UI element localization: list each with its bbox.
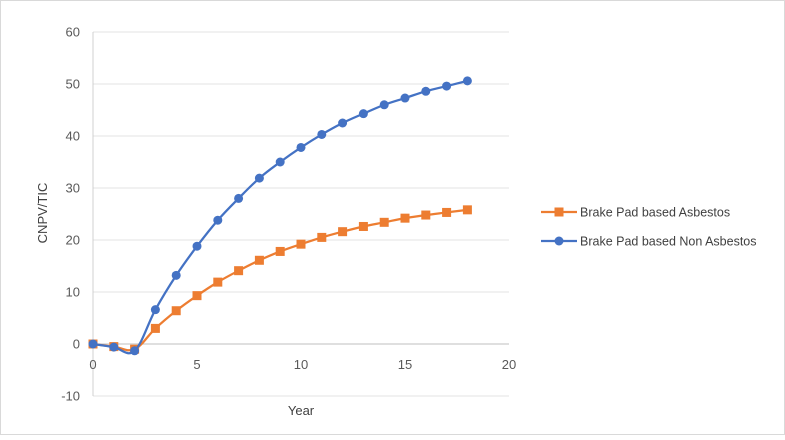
data-point	[358, 109, 368, 119]
data-point	[421, 210, 431, 220]
y-axis-title: CNPV/TIC	[35, 183, 50, 244]
data-point	[88, 339, 98, 349]
series-group	[88, 76, 472, 356]
x-tick-label: 10	[294, 357, 308, 372]
legend-marker	[554, 207, 564, 217]
data-point	[130, 346, 140, 356]
data-point	[150, 305, 160, 315]
data-point	[254, 255, 264, 265]
y-tick-label: 60	[66, 25, 80, 40]
x-tick-label: 15	[398, 357, 412, 372]
data-point	[400, 93, 410, 103]
data-point	[317, 129, 327, 139]
data-point	[213, 215, 223, 225]
legend-label: Brake Pad based Asbestos	[580, 206, 730, 220]
x-axis-title: Year	[288, 403, 315, 418]
data-point	[317, 232, 327, 242]
data-point	[296, 239, 306, 249]
data-point	[213, 277, 223, 287]
x-tick-label: 20	[502, 357, 516, 372]
data-point	[234, 266, 244, 276]
data-point	[421, 86, 431, 96]
y-tick-label: 0	[73, 337, 80, 352]
data-point	[442, 207, 452, 217]
data-point	[296, 142, 306, 152]
data-point	[338, 118, 348, 128]
data-point	[171, 306, 181, 316]
data-point	[150, 323, 160, 333]
data-point	[338, 227, 348, 237]
data-point	[192, 241, 202, 251]
data-point	[192, 291, 202, 301]
legend: Brake Pad based Asbestos Brake Pad based …	[541, 206, 757, 249]
x-tick-label: 0	[89, 357, 96, 372]
data-point	[275, 157, 285, 167]
y-tick-label: 50	[66, 77, 80, 92]
data-point	[171, 270, 181, 280]
data-point	[379, 100, 389, 110]
y-tick-label: 10	[66, 285, 80, 300]
y-tick-label: 20	[66, 233, 80, 248]
y-tick-label: -10	[61, 389, 80, 404]
data-point	[109, 342, 119, 352]
legend-marker	[554, 236, 564, 246]
data-point	[442, 81, 452, 91]
data-point	[462, 205, 472, 215]
y-tick-label: 30	[66, 181, 80, 196]
data-point	[254, 173, 264, 183]
data-point	[275, 246, 285, 256]
legend-item: Brake Pad based Asbestos	[541, 206, 730, 220]
gridlines	[92, 31, 509, 397]
legend-item: Brake Pad based Non Asbestos	[541, 235, 757, 249]
data-point	[358, 221, 368, 231]
x-tick-label: 5	[193, 357, 200, 372]
y-tick-label: 40	[66, 129, 80, 144]
series-2	[88, 76, 472, 356]
tick-labels: -10 0 10 20 30 40 50 60 0 5 10 15 20	[61, 25, 516, 404]
data-point	[400, 213, 410, 223]
data-point	[234, 193, 244, 203]
data-point	[379, 217, 389, 227]
data-point	[462, 76, 472, 86]
legend-label: Brake Pad based Non Asbestos	[580, 235, 757, 249]
